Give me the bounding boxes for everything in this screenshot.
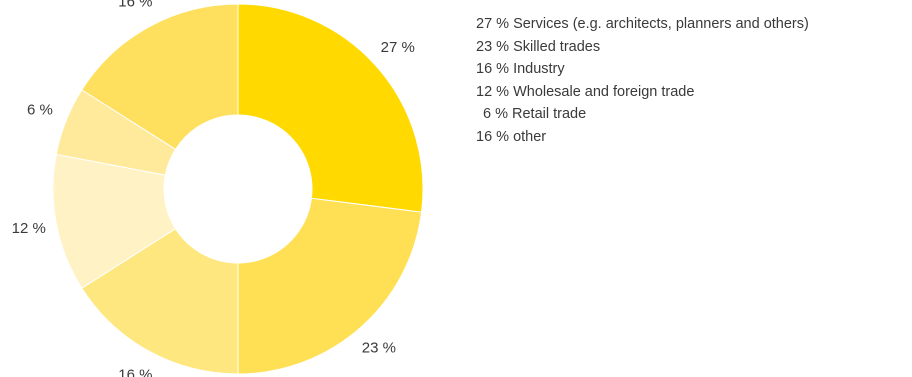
slice-services: [237, 3, 424, 213]
legend-label: Skilled trades: [513, 38, 601, 55]
legend-label: Industry: [513, 61, 565, 78]
slice-label-skilled-trades: 23 %: [362, 340, 396, 357]
legend-label: Wholesale and foreign trade: [513, 83, 695, 100]
legend-item-retail-trade: 6 % Retail trade: [476, 103, 809, 126]
donut-slices: [52, 3, 424, 375]
donut-value-labels: 27 % 23 % 16 % 12 % 6 % 16 %: [12, 0, 415, 377]
legend-value: 6 %: [483, 106, 508, 123]
legend-item-industry: 16 % Industry: [476, 58, 809, 81]
legend-label: Retail trade: [512, 106, 587, 123]
legend-value: 27 %: [476, 16, 510, 32]
slice-other: [81, 3, 239, 151]
legend-item-skilled-trades: 23 % Skilled trades: [476, 36, 809, 59]
legend-label: Services (e.g. architects, planners and …: [513, 16, 809, 32]
legend-item-services: 27 % Services (e.g. architects, planners …: [476, 13, 809, 36]
slice-skilled-trades: [237, 197, 423, 375]
slice-label-retail-trade: 6 %: [27, 102, 53, 119]
slice-label-other: 16 %: [118, 0, 152, 10]
slice-label-wholesale-and-foreign-trade: 12 %: [12, 220, 46, 237]
slice-label-industry: 16 %: [118, 367, 152, 377]
legend: 27 % Services (e.g. architects, planners …: [476, 13, 809, 149]
legend-value: 12 %: [476, 83, 510, 100]
legend-item-wholesale: 12 % Wholesale and foreign trade: [476, 81, 809, 104]
legend-value: 16 %: [476, 61, 510, 78]
legend-label: other: [513, 128, 547, 145]
legend-value: 16 %: [476, 128, 510, 145]
legend-item-other: 16 % other: [476, 126, 809, 149]
slice-label-services: 27 %: [381, 39, 415, 56]
slice-wholesale-and-foreign-trade: [52, 153, 177, 289]
slice-industry: [81, 227, 239, 375]
legend-value: 23 %: [476, 38, 510, 55]
